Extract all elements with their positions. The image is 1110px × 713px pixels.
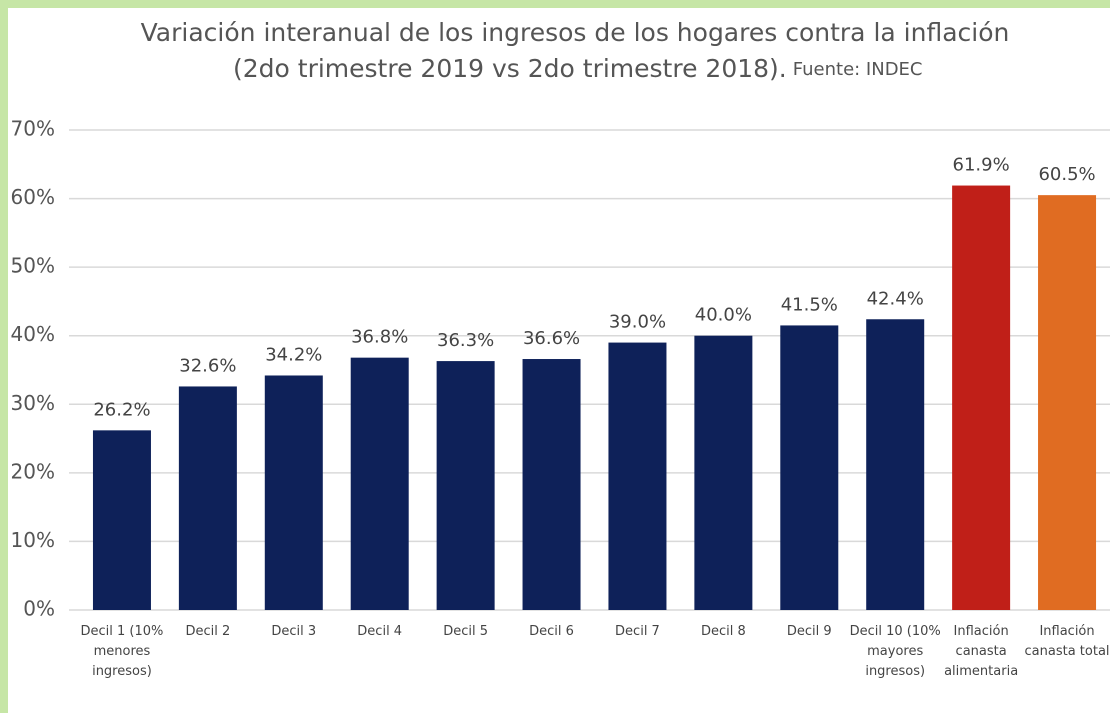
y-tick-label: 70% <box>11 117 55 141</box>
bar <box>92 430 151 610</box>
source: Fuente: INDEC <box>793 59 923 80</box>
y-tick-label: 0% <box>23 597 55 621</box>
data-label: 42.4% <box>867 288 924 309</box>
data-label: 36.6% <box>523 328 580 349</box>
bar <box>522 359 581 610</box>
x-tick-label: Decil 1 (10% menores ingresos) <box>80 624 164 679</box>
bar <box>436 361 495 610</box>
subtitle: (2do trimestre 2019 vs 2do trimestre 201… <box>233 54 787 83</box>
chart-title: Variación interanual de los ingresos de … <box>141 18 1010 47</box>
bar <box>264 375 323 610</box>
y-tick-label: 10% <box>11 528 55 552</box>
data-label: 60.5% <box>1038 164 1095 185</box>
data-label: 36.3% <box>437 330 494 351</box>
bar <box>694 335 753 610</box>
x-tick-label: Decil 4 <box>357 624 403 639</box>
y-tick-label: 60% <box>11 185 55 209</box>
data-label: 39.0% <box>609 312 666 333</box>
data-label: 40.0% <box>695 305 752 326</box>
x-tick-label: Decil 5 <box>443 624 489 639</box>
y-tick-label: 20% <box>11 459 55 483</box>
data-label: 61.9% <box>953 155 1010 176</box>
x-tick-label: Decil 9 <box>786 624 832 639</box>
x-tick-label: Decil 8 <box>700 624 746 639</box>
bar <box>178 386 237 610</box>
data-label: 36.8% <box>351 327 408 348</box>
data-label: 41.5% <box>781 294 838 315</box>
bar <box>780 325 839 610</box>
bar <box>952 185 1011 611</box>
x-tick-label: Decil 7 <box>615 624 660 639</box>
x-tick-label: Decil 6 <box>529 624 574 639</box>
x-tick-label: Decil 10 (10% mayores ingresos) <box>849 624 941 679</box>
y-tick-label: 50% <box>11 254 55 278</box>
bar <box>866 319 925 610</box>
bar <box>350 357 409 610</box>
x-tick-label: Decil 3 <box>271 624 317 639</box>
x-tick-label: Decil 2 <box>185 624 231 639</box>
y-tick-label: 30% <box>11 391 55 415</box>
data-label: 34.2% <box>265 344 322 365</box>
y-tick-label: 40% <box>11 322 55 346</box>
x-tick-label: Inflación canasta total <box>1024 624 1110 659</box>
data-label: 26.2% <box>93 399 150 420</box>
x-tick-label: Inflación canasta alimentaria <box>944 624 1019 679</box>
bar <box>608 342 667 610</box>
data-label: 32.6% <box>179 355 236 376</box>
bar <box>1038 195 1097 610</box>
chart-subtitle: (2do trimestre 2019 vs 2do trimestre 201… <box>233 54 923 83</box>
